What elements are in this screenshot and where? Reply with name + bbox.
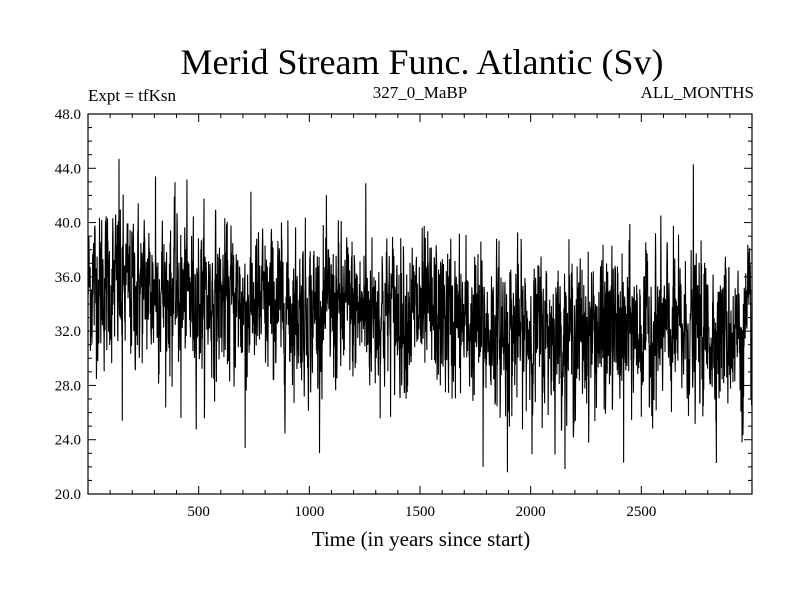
experiment-period-label: 327_0_MaBP bbox=[373, 83, 467, 102]
y-tick-label: 40.0 bbox=[55, 216, 81, 232]
axes-layer: 20.0 24.0 28.0 32.0 36.0 40.0 44.0 48.0 500 1000 1… bbox=[55, 107, 752, 520]
x-tick-label: 1500 bbox=[405, 504, 435, 520]
x-axis-label: Time (in years since start) bbox=[312, 527, 531, 551]
x-tick-label: 1000 bbox=[294, 504, 324, 520]
y-tick-label: 44.0 bbox=[55, 161, 81, 177]
y-tick-label: 20.0 bbox=[55, 487, 81, 503]
y-tick-label: 32.0 bbox=[55, 324, 81, 340]
y-tick-label: 48.0 bbox=[55, 107, 81, 123]
x-tick-label: 500 bbox=[187, 504, 210, 520]
series-layer bbox=[87, 158, 753, 473]
chart-title: Merid Stream Func. Atlantic (Sv) bbox=[181, 42, 664, 82]
x-tick-label: 2000 bbox=[516, 504, 546, 520]
x-tick-label: 2500 bbox=[626, 504, 656, 520]
plot-frame bbox=[87, 113, 753, 495]
series-line bbox=[87, 158, 753, 473]
experiment-label: Expt = tfKsn bbox=[88, 86, 176, 105]
months-label: ALL_MONTHS bbox=[641, 83, 754, 102]
y-tick-label: 36.0 bbox=[55, 270, 81, 286]
y-tick-label: 28.0 bbox=[55, 378, 81, 394]
y-tick-label: 24.0 bbox=[55, 433, 81, 449]
